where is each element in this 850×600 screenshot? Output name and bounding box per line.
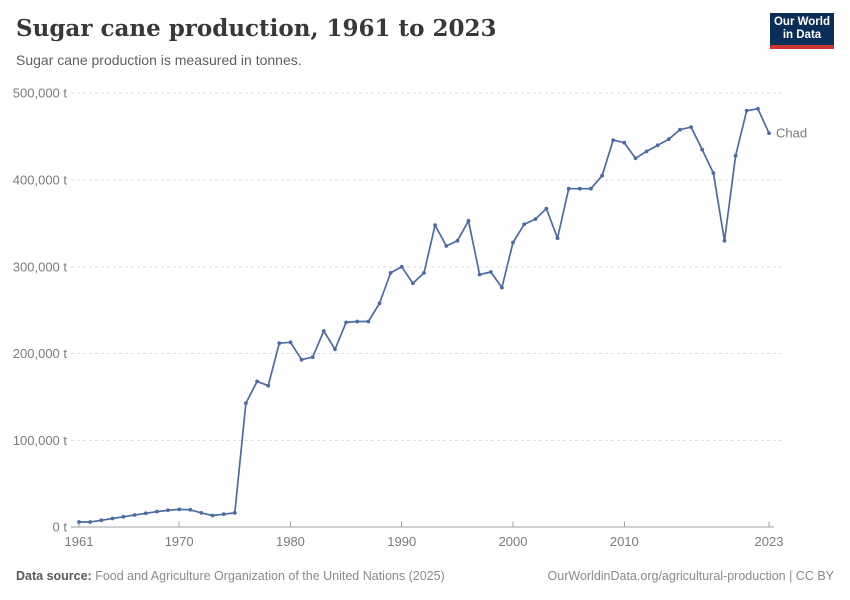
owid-logo[interactable]: Our World in Data [770, 13, 834, 49]
owid-logo-line2: in Data [782, 29, 822, 41]
entity-label-chad[interactable]: Chad [776, 126, 807, 141]
svg-text:1980: 1980 [276, 534, 305, 549]
y-gridlines [71, 92, 783, 441]
x-axis: 1961 1970 1980 1990 2000 2010 2023 [65, 521, 784, 549]
svg-text:2010: 2010 [610, 534, 639, 549]
data-source: Data source: Food and Agriculture Organi… [16, 569, 445, 583]
svg-text:1970: 1970 [165, 534, 194, 549]
y-axis-labels: 0 t 100,000 t 200,000 t 300,000 t 400,000 t 5… [13, 86, 68, 535]
svg-text:200,000 t: 200,000 t [13, 346, 68, 361]
svg-text:400,000 t: 400,000 t [13, 173, 68, 188]
chart-subtitle: Sugar cane production is measured in ton… [16, 52, 302, 68]
owid-logo-line1: Our World [773, 16, 830, 28]
svg-text:2000: 2000 [499, 534, 528, 549]
series-markers-chad[interactable] [77, 106, 771, 524]
credit-link[interactable]: OurWorldinData.org/agricultural-producti… [547, 569, 834, 583]
svg-text:0 t: 0 t [53, 520, 68, 535]
chart-footer: Data source: Food and Agriculture Organi… [16, 569, 834, 583]
svg-text:300,000 t: 300,000 t [13, 259, 68, 274]
svg-text:1961: 1961 [65, 534, 94, 549]
svg-text:100,000 t: 100,000 t [13, 433, 68, 448]
data-source-text: Food and Agriculture Organization of the… [91, 569, 445, 583]
svg-text:500,000 t: 500,000 t [13, 86, 68, 101]
chart-title: Sugar cane production, 1961 to 2023 [16, 15, 497, 42]
svg-text:1990: 1990 [387, 534, 416, 549]
data-source-label: Data source: [16, 569, 92, 583]
series-line-chad[interactable] [78, 107, 770, 523]
svg-text:2023: 2023 [755, 534, 784, 549]
